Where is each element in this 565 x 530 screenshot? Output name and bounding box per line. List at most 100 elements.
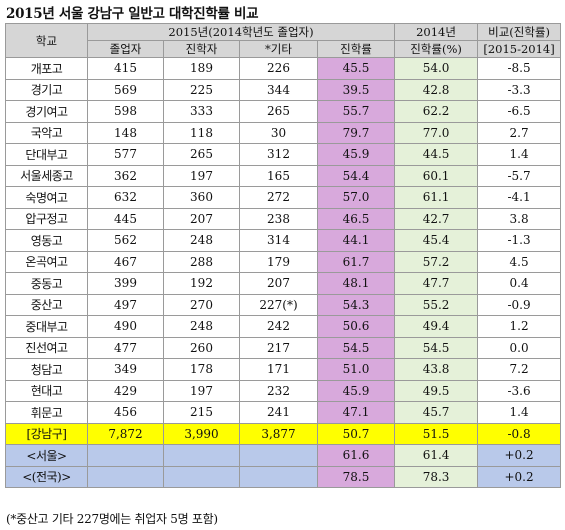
table-row: 진선여고 477 260 217 54.5 54.5 0.0 — [5, 336, 562, 359]
summary-row-national: <(전국)> 78.5 78.3 +0.2 — [5, 465, 562, 488]
enrolled-cell: 248 — [163, 229, 240, 252]
rate-cell: 79.7 — [316, 121, 396, 144]
graduates-cell: 445 — [87, 207, 164, 230]
summary-rate-2014: 78.3 — [394, 465, 479, 488]
rate-2014-cell: 49.5 — [394, 379, 479, 402]
rate-cell: 57.0 — [316, 186, 396, 209]
graduates-cell: 577 — [87, 143, 164, 166]
diff-cell: 4.5 — [477, 250, 562, 273]
rate-cell: 61.7 — [316, 250, 396, 273]
other-cell: 171 — [239, 358, 318, 381]
diff-cell: -6.5 — [477, 100, 562, 123]
summary-row-gangnam: [강남구] 7,872 3,990 3,877 50.7 51.5 -0.8 — [5, 422, 562, 445]
other-cell: 238 — [239, 207, 318, 230]
graduates-cell: 497 — [87, 293, 164, 316]
table-row: 경기고 569 225 344 39.5 42.8 -3.3 — [5, 78, 562, 101]
other-cell: 314 — [239, 229, 318, 252]
rate-cell: 45.9 — [316, 143, 396, 166]
rate-cell: 48.1 — [316, 272, 396, 295]
school-name: 영동고 — [5, 229, 88, 252]
rate-cell: 39.5 — [316, 78, 396, 101]
graduates-cell: 148 — [87, 121, 164, 144]
graduates-cell: 399 — [87, 272, 164, 295]
header-rate: 진학률 — [316, 40, 396, 58]
other-cell: 265 — [239, 100, 318, 123]
school-name: 국악고 — [5, 121, 88, 144]
graduates-cell: 598 — [87, 100, 164, 123]
rate-cell: 46.5 — [316, 207, 396, 230]
summary-diff: +0.2 — [477, 465, 562, 488]
graduates-cell: 415 — [87, 57, 164, 80]
table-row: 청담고 349 178 171 51.0 43.8 7.2 — [5, 358, 562, 381]
summary-school: [강남구] — [5, 422, 88, 445]
rate-cell: 54.4 — [316, 164, 396, 187]
header-graduates: 졸업자 — [87, 40, 164, 58]
enrolled-cell: 225 — [163, 78, 240, 101]
summary-other — [239, 465, 318, 488]
summary-other — [239, 444, 318, 467]
enrolled-cell: 215 — [163, 401, 240, 424]
rate-cell: 55.7 — [316, 100, 396, 123]
table-row: 중산고 497 270 227(*) 54.3 55.2 -0.9 — [5, 293, 562, 316]
rate-2014-cell: 60.1 — [394, 164, 479, 187]
other-cell: 30 — [239, 121, 318, 144]
table-row: 개포고 415 189 226 45.5 54.0 -8.5 — [5, 57, 562, 80]
diff-cell: 1.4 — [477, 401, 562, 424]
school-name: 중동고 — [5, 272, 88, 295]
rate-cell: 51.0 — [316, 358, 396, 381]
page-title: 2015년 서울 강남구 일반고 대학진학률 비교 — [6, 6, 259, 22]
diff-cell: 0.4 — [477, 272, 562, 295]
school-name: 중산고 — [5, 293, 88, 316]
school-name: 휘문고 — [5, 401, 88, 424]
school-name: 경기고 — [5, 78, 88, 101]
diff-cell: -3.3 — [477, 78, 562, 101]
table-row: 단대부고 577 265 312 45.9 44.5 1.4 — [5, 143, 562, 166]
table-row: 경기여고 598 333 265 55.7 62.2 -6.5 — [5, 100, 562, 123]
school-name: 서울세종고 — [5, 164, 88, 187]
summary-other: 3,877 — [239, 422, 318, 445]
rate-2014-cell: 49.4 — [394, 315, 479, 338]
header-school: 학교 — [5, 23, 88, 58]
other-cell: 165 — [239, 164, 318, 187]
other-cell: 227(*) — [239, 293, 318, 316]
header-other: *기타 — [239, 40, 318, 58]
other-cell: 232 — [239, 379, 318, 402]
table-row: 국악고 148 118 30 79.7 77.0 2.7 — [5, 121, 562, 144]
rate-2014-cell: 54.0 — [394, 57, 479, 80]
diff-cell: 7.2 — [477, 358, 562, 381]
other-cell: 226 — [239, 57, 318, 80]
table-row: 중대부고 490 248 242 50.6 49.4 1.2 — [5, 315, 562, 338]
graduates-cell: 569 — [87, 78, 164, 101]
summary-rate: 61.6 — [316, 444, 396, 467]
rate-2014-cell: 54.5 — [394, 336, 479, 359]
graduates-cell: 456 — [87, 401, 164, 424]
diff-cell: 1.2 — [477, 315, 562, 338]
enrolled-cell: 260 — [163, 336, 240, 359]
summary-school: <서울> — [5, 444, 88, 467]
rate-2014-cell: 44.5 — [394, 143, 479, 166]
rate-cell: 45.5 — [316, 57, 396, 80]
header-group-diff: 비교(진학률) — [477, 23, 562, 41]
school-name: 현대고 — [5, 379, 88, 402]
school-name: 경기여고 — [5, 100, 88, 123]
rate-2014-cell: 45.7 — [394, 401, 479, 424]
rate-cell: 50.6 — [316, 315, 396, 338]
header-diff-range: [2015-2014] — [477, 40, 562, 58]
summary-rate: 50.7 — [316, 422, 396, 445]
enrolled-cell: 207 — [163, 207, 240, 230]
school-name: 단대부고 — [5, 143, 88, 166]
comparison-table: 학교 2015년(2014학년도 졸업자) 2014년 비교(진학률) 졸업자 … — [5, 23, 562, 488]
rate-cell: 47.1 — [316, 401, 396, 424]
diff-cell: -3.6 — [477, 379, 562, 402]
table-row: 숙명여고 632 360 272 57.0 61.1 -4.1 — [5, 186, 562, 209]
school-name: 개포고 — [5, 57, 88, 80]
summary-diff: -0.8 — [477, 422, 562, 445]
diff-cell: -0.9 — [477, 293, 562, 316]
summary-enrolled — [163, 444, 240, 467]
footnote: (*중산고 기타 227명에는 취업자 5명 포함) — [6, 512, 218, 526]
rate-2014-cell: 62.2 — [394, 100, 479, 123]
enrolled-cell: 197 — [163, 164, 240, 187]
graduates-cell: 562 — [87, 229, 164, 252]
diff-cell: 0.0 — [477, 336, 562, 359]
diff-cell: -5.7 — [477, 164, 562, 187]
